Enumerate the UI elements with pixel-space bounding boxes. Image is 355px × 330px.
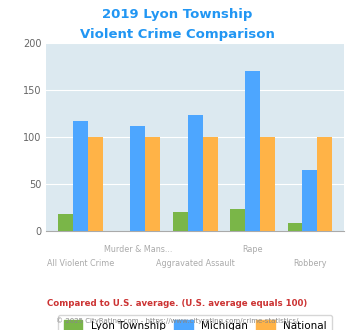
Text: 2019 Lyon Township: 2019 Lyon Township [102, 8, 253, 21]
Bar [260, 137, 275, 231]
Text: Compared to U.S. average. (U.S. average equals 100): Compared to U.S. average. (U.S. average … [47, 299, 308, 308]
Bar [245, 71, 260, 231]
Bar [145, 137, 160, 231]
Bar [130, 126, 145, 231]
Bar [73, 121, 88, 231]
Bar [88, 137, 103, 231]
Bar [173, 212, 188, 231]
Bar [188, 115, 203, 231]
Bar [288, 223, 302, 231]
Bar [317, 137, 332, 231]
Text: All Violent Crime: All Violent Crime [47, 259, 114, 268]
Bar [230, 209, 245, 231]
Legend: Lyon Township, Michigan, National: Lyon Township, Michigan, National [58, 315, 332, 330]
Text: Rape: Rape [242, 245, 263, 254]
Bar [58, 214, 73, 231]
Text: Murder & Mans...: Murder & Mans... [104, 245, 172, 254]
Bar [302, 170, 317, 231]
Text: Aggravated Assault: Aggravated Assault [156, 259, 235, 268]
Text: Robbery: Robbery [293, 259, 327, 268]
Text: © 2025 CityRating.com - https://www.cityrating.com/crime-statistics/: © 2025 CityRating.com - https://www.city… [56, 317, 299, 324]
Text: Violent Crime Comparison: Violent Crime Comparison [80, 28, 275, 41]
Bar [203, 137, 218, 231]
